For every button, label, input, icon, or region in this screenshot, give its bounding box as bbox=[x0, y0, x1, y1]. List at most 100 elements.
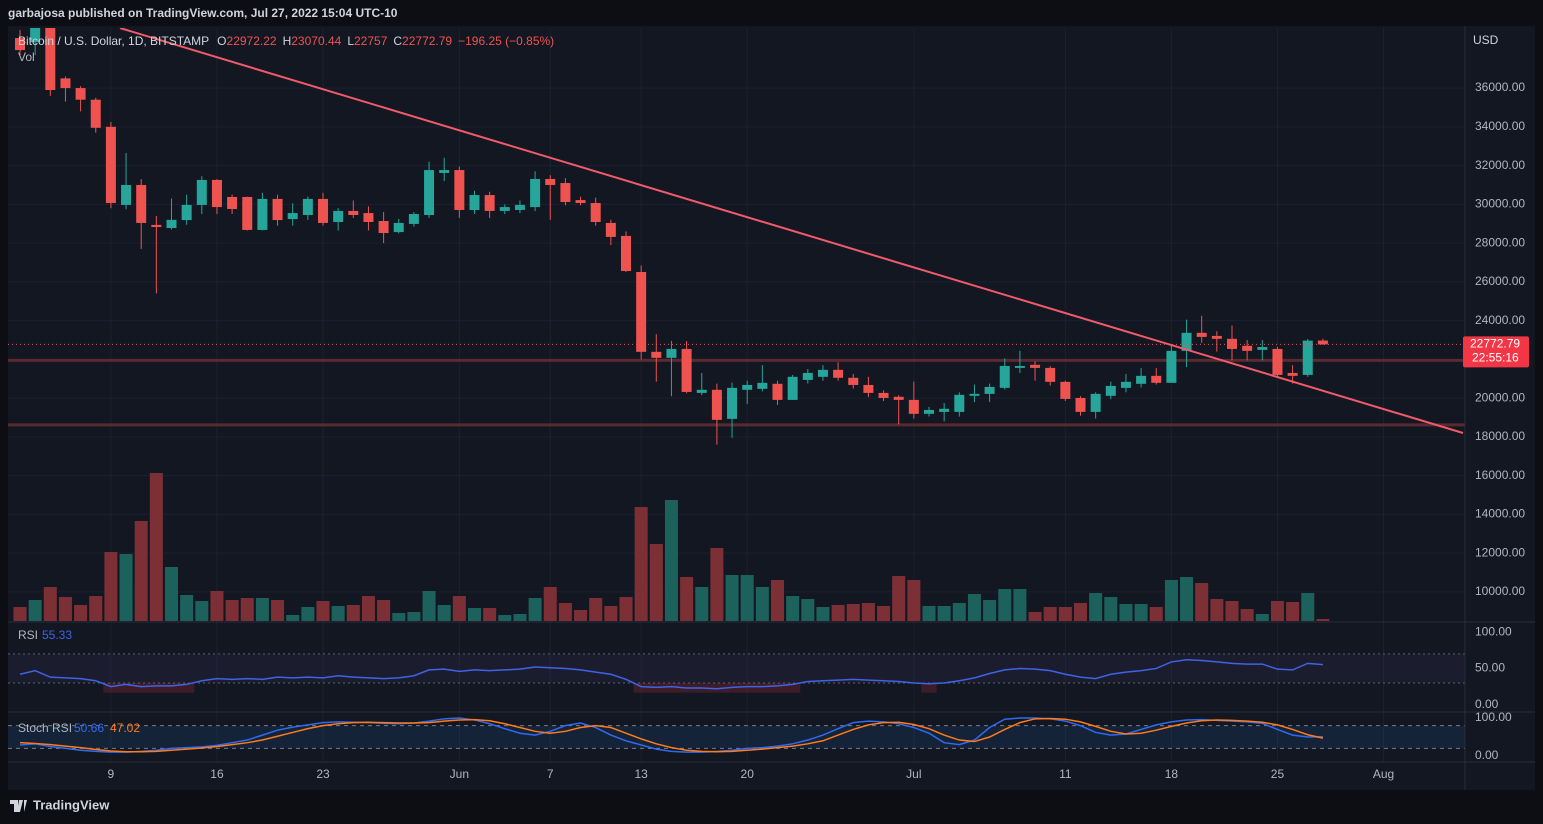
oversold-zone bbox=[663, 682, 680, 693]
x-tick-label: Jun bbox=[450, 767, 469, 781]
x-tick-label: 25 bbox=[1271, 767, 1285, 781]
stoch-k-value: 50.66 bbox=[74, 721, 104, 735]
trend-line bbox=[119, 28, 1464, 434]
volume-bar bbox=[407, 612, 421, 621]
candle-body bbox=[545, 178, 556, 185]
y-tick-label: 24000.00 bbox=[1475, 313, 1525, 327]
y-tick-label: 26000.00 bbox=[1475, 274, 1525, 288]
candle-body bbox=[1166, 350, 1177, 383]
stoch-pane bbox=[8, 717, 1465, 753]
volume-bar bbox=[831, 605, 845, 621]
candle-body bbox=[787, 376, 798, 400]
volume-label: Vol bbox=[18, 50, 35, 64]
candle-body bbox=[348, 210, 359, 216]
volume-bar bbox=[422, 591, 436, 621]
rsi-line bbox=[19, 658, 1323, 690]
price-label-box bbox=[1463, 336, 1529, 368]
volume-bar bbox=[1180, 577, 1194, 621]
brand-logo bbox=[10, 800, 27, 812]
candle-body bbox=[484, 195, 495, 211]
candle-body bbox=[727, 387, 738, 419]
candle-body bbox=[1242, 345, 1253, 351]
volume-bar bbox=[301, 607, 315, 621]
volume-bar bbox=[740, 575, 754, 621]
legend-key: H bbox=[283, 34, 292, 48]
volume-bar bbox=[604, 606, 618, 621]
candle-body bbox=[15, 38, 25, 51]
volume-bar bbox=[513, 614, 527, 621]
volume-bar bbox=[316, 601, 330, 621]
candle-body bbox=[681, 348, 692, 392]
candle-body bbox=[1272, 348, 1283, 375]
candle-body bbox=[30, 28, 41, 43]
candle-body bbox=[272, 198, 283, 221]
candle-body bbox=[363, 213, 374, 222]
volume-bar bbox=[861, 603, 875, 621]
volume-bar bbox=[922, 606, 936, 621]
y-tick-label: 100.00 bbox=[1475, 624, 1512, 638]
volume-bar bbox=[907, 580, 921, 621]
candle-body bbox=[287, 213, 298, 220]
x-tick-label: 7 bbox=[547, 767, 554, 781]
candle-body bbox=[393, 222, 404, 233]
chart-area bbox=[8, 26, 1535, 790]
oversold-zone bbox=[785, 682, 801, 693]
candle-body bbox=[439, 170, 450, 173]
candle-body bbox=[893, 396, 904, 400]
volume-bar bbox=[225, 600, 239, 621]
candle-body bbox=[1075, 397, 1086, 412]
candle-body bbox=[242, 196, 253, 230]
oversold-zone bbox=[709, 682, 725, 693]
candle-body bbox=[817, 369, 828, 377]
candle-body bbox=[318, 198, 328, 223]
candle-body bbox=[302, 198, 313, 216]
legend-key: C bbox=[393, 34, 402, 48]
candle-body bbox=[136, 184, 147, 223]
y-tick-label: 20000.00 bbox=[1475, 390, 1525, 404]
candle-body bbox=[636, 271, 647, 352]
volume-bar bbox=[619, 597, 633, 621]
oversold-zone bbox=[103, 682, 119, 693]
volume-bar bbox=[240, 598, 254, 621]
y-tick-label: 0.00 bbox=[1475, 748, 1499, 762]
volume-bar bbox=[1301, 593, 1315, 621]
candle-body bbox=[1014, 365, 1025, 368]
volume-bar bbox=[877, 606, 891, 621]
candle-body bbox=[1196, 332, 1207, 337]
volume-bar bbox=[361, 596, 375, 621]
volume-bar bbox=[710, 548, 724, 621]
volume-bar bbox=[346, 605, 360, 621]
volume-bar bbox=[634, 507, 648, 621]
candle-body bbox=[60, 78, 71, 89]
volume-bar bbox=[1225, 601, 1239, 621]
rsi-pane bbox=[8, 653, 1465, 693]
volume-bar bbox=[1255, 614, 1269, 621]
stoch-band bbox=[8, 725, 1465, 749]
candle-body bbox=[257, 198, 268, 230]
y-tick-label: 32000.00 bbox=[1475, 158, 1525, 172]
candle-body bbox=[560, 183, 571, 203]
candle-body bbox=[1151, 375, 1162, 383]
y-tick-label: 0.00 bbox=[1475, 697, 1499, 711]
y-tick-label: 100.00 bbox=[1475, 710, 1512, 724]
axes bbox=[8, 26, 1535, 790]
y-tick-label: 16000.00 bbox=[1475, 468, 1525, 482]
volume-bar bbox=[755, 587, 769, 621]
legend-key: O bbox=[217, 34, 226, 48]
candle-body bbox=[757, 382, 768, 389]
candle-body bbox=[121, 184, 132, 205]
volume-bar bbox=[195, 601, 209, 621]
volume-bar bbox=[574, 610, 588, 621]
volume-bar bbox=[1089, 593, 1103, 621]
candle-body bbox=[151, 224, 162, 228]
volume-bar bbox=[1058, 607, 1072, 621]
candle-body bbox=[211, 179, 222, 208]
volume-bar bbox=[43, 587, 57, 621]
y-tick-label: 12000.00 bbox=[1475, 545, 1525, 559]
volume-bar bbox=[28, 600, 42, 621]
stoch-d-line bbox=[19, 717, 1324, 753]
candle-body bbox=[802, 372, 813, 380]
candle-body bbox=[651, 351, 662, 358]
x-tick-label: 9 bbox=[108, 767, 115, 781]
